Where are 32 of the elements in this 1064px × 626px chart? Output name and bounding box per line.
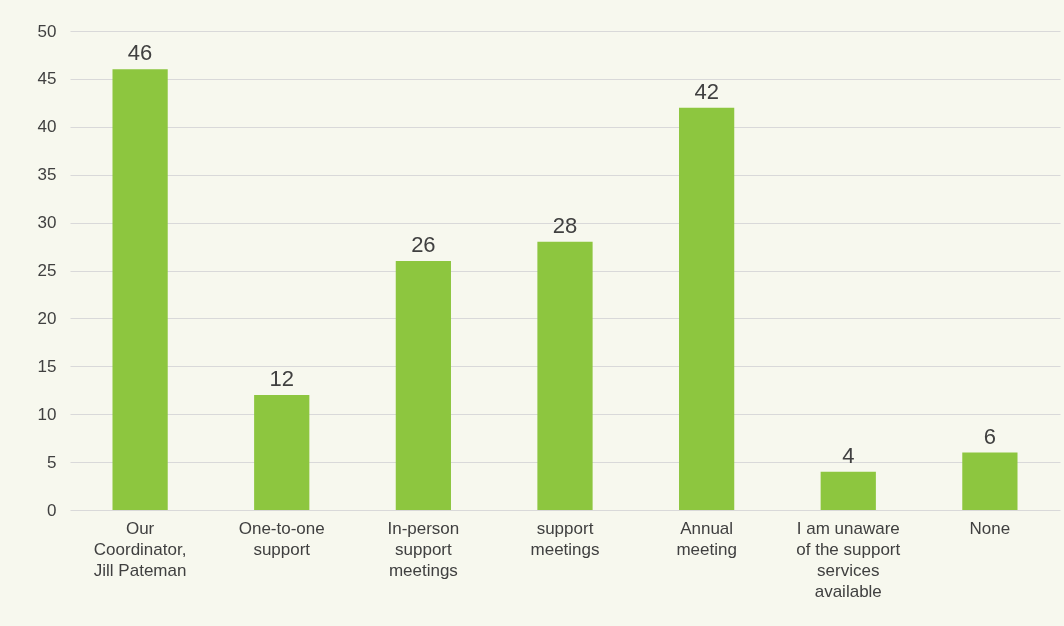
bar (679, 107, 735, 510)
bar (254, 395, 310, 510)
x-tick-label: Annual meeting (676, 518, 737, 559)
data-label: 4 (842, 442, 855, 468)
y-tick-label: 0 (47, 500, 57, 520)
data-label: 46 (127, 40, 153, 66)
y-tick-label: 10 (37, 404, 57, 424)
y-tick-label: 30 (37, 213, 57, 233)
y-tick-label: 5 (47, 452, 57, 472)
x-tick-label: support meetings (530, 518, 600, 559)
bar (962, 452, 1018, 510)
y-tick-label: 25 (37, 261, 57, 280)
y-tick-label: 15 (37, 356, 57, 376)
y-tick-label: 20 (37, 308, 57, 328)
y-tick-label: 40 (37, 117, 57, 137)
bar (820, 471, 876, 510)
y-tick-label: 45 (37, 69, 57, 89)
bar (112, 69, 168, 510)
x-tick-label: I am unaware of the support services available (796, 518, 901, 601)
y-tick-label: 35 (37, 165, 57, 185)
bar (537, 241, 593, 510)
data-label: 28 (552, 212, 578, 238)
x-tick-label: Our Coordinator, Jill Pateman (93, 518, 187, 580)
x-tick-label: One-to-one support (238, 518, 325, 559)
bar (395, 260, 451, 510)
data-label: 42 (694, 78, 719, 104)
data-label: 12 (269, 366, 294, 392)
data-label: 26 (411, 231, 436, 257)
x-tick-label: In-person support meetings (387, 518, 460, 580)
data-label: 6 (983, 423, 997, 449)
y-tick-label: 50 (37, 21, 57, 41)
x-tick-label: None (969, 518, 1011, 538)
